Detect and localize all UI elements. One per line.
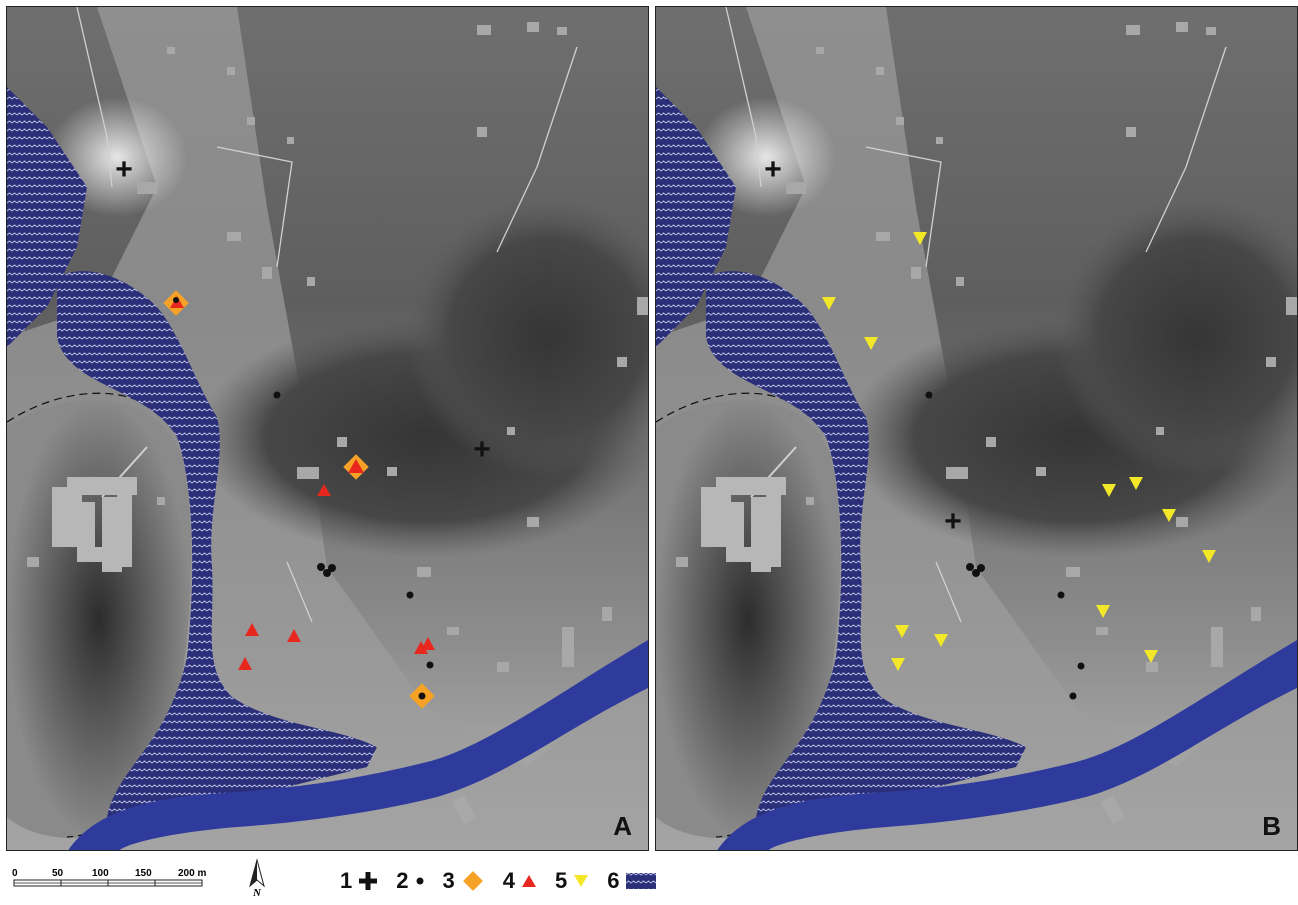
- building-complex: [52, 477, 137, 572]
- dark-depression: [407, 197, 648, 477]
- legend-item-1: 1: [340, 868, 378, 894]
- triangle-down-icon: [895, 625, 909, 638]
- north-label: N: [252, 887, 262, 898]
- road: [1145, 46, 1227, 253]
- scale-bar: 0 50 100 150 200 m: [12, 868, 206, 887]
- road: [935, 561, 962, 623]
- road: [496, 46, 578, 253]
- road: [865, 146, 942, 268]
- legend-number: 1: [340, 868, 353, 893]
- map-b-canvas: + +: [656, 7, 1297, 850]
- triangle-up-icon: [238, 657, 252, 670]
- dot-icon: [173, 297, 179, 303]
- triangle-down-icon: [1096, 605, 1110, 618]
- dark-depression: [1056, 197, 1297, 477]
- river: [68, 640, 648, 850]
- triangle-up-icon: [414, 641, 428, 654]
- marsh-area: [706, 271, 1026, 817]
- scale-tick-label: 200 m: [178, 868, 206, 879]
- dot-icon: [317, 563, 325, 571]
- marsh-area: [57, 271, 377, 817]
- legend-item-2: 2: [396, 868, 424, 894]
- road: [216, 146, 293, 268]
- triangle-down-icon: [1144, 650, 1158, 663]
- road: [725, 7, 762, 188]
- triangle-down-icon: [1202, 550, 1216, 563]
- triangle-up-icon: [245, 623, 259, 636]
- triangle-down-icon: [913, 232, 927, 245]
- panel-label-b: B: [1262, 811, 1281, 841]
- triangle-down-icon: [864, 337, 878, 350]
- marsh-area: [7, 87, 87, 347]
- dot-icon: [418, 692, 426, 700]
- triangle-up-icon: [348, 459, 364, 473]
- marsh-area: [656, 87, 736, 347]
- legend-item-6: 6: [607, 868, 656, 894]
- triangle-down-icon: [1162, 509, 1176, 522]
- road: [76, 7, 113, 188]
- triangle-up-icon: [421, 637, 435, 650]
- dot-icon: [977, 564, 985, 572]
- cross-icon: [359, 872, 378, 890]
- triangle-down-icon: [891, 658, 905, 671]
- buildings: [676, 22, 1297, 825]
- dot-icon: [1069, 692, 1077, 700]
- road: [286, 561, 313, 623]
- scale-tick-label: 100: [92, 868, 109, 879]
- triangle-down-icon: [934, 634, 948, 647]
- dot-icon: [328, 564, 336, 572]
- panel-label-a: A: [613, 811, 632, 841]
- legend-number: 5: [555, 868, 568, 893]
- legend-item-3: 3: [443, 868, 485, 894]
- diamond-icon: [462, 871, 483, 891]
- map-panel-a: + + A: [6, 6, 649, 851]
- legend-number: 2: [396, 868, 409, 893]
- legend-item-5: 5: [555, 868, 589, 894]
- dot-icon: [273, 391, 281, 399]
- cross-icon: +: [473, 433, 491, 466]
- triangle-down-icon: [1102, 484, 1116, 497]
- river: [717, 640, 1297, 850]
- dot-icon: [972, 569, 980, 577]
- map-a-canvas: + +: [7, 7, 648, 850]
- legend-number: 3: [442, 868, 455, 893]
- triangle-up-icon: [522, 875, 536, 887]
- dot-icon: [323, 569, 331, 577]
- triangle-up-icon: [317, 484, 331, 496]
- scale-tick-label: 150: [135, 868, 152, 879]
- dot-icon: [1057, 591, 1065, 599]
- building-complex: [701, 477, 786, 572]
- water-hatch-icon: [625, 873, 656, 889]
- scale-tick-label: 0: [12, 868, 18, 879]
- triangle-up-icon: [287, 629, 301, 642]
- scale-tick-label: 50: [52, 868, 64, 879]
- legend-number: 6: [607, 868, 620, 893]
- dot-icon: [426, 661, 434, 669]
- legend-number: 4: [502, 868, 515, 893]
- map-panel-b: + + B: [655, 6, 1298, 851]
- cross-icon: +: [115, 153, 133, 186]
- dot-icon: [1077, 662, 1085, 670]
- dot-icon: [406, 591, 414, 599]
- north-arrow-icon: N: [249, 858, 265, 898]
- legend: 1 2 3 4 5 6: [340, 866, 656, 896]
- buildings: [27, 22, 648, 825]
- dot-icon: [966, 563, 974, 571]
- cross-icon: +: [944, 505, 962, 538]
- triangle-down-icon: [1129, 477, 1143, 490]
- triangle-down-icon: [822, 297, 836, 310]
- triangle-down-icon: [574, 875, 589, 887]
- dot-icon: [925, 391, 933, 399]
- legend-item-4: 4: [503, 868, 537, 894]
- dot-icon: [416, 877, 423, 885]
- cross-icon: +: [764, 153, 782, 186]
